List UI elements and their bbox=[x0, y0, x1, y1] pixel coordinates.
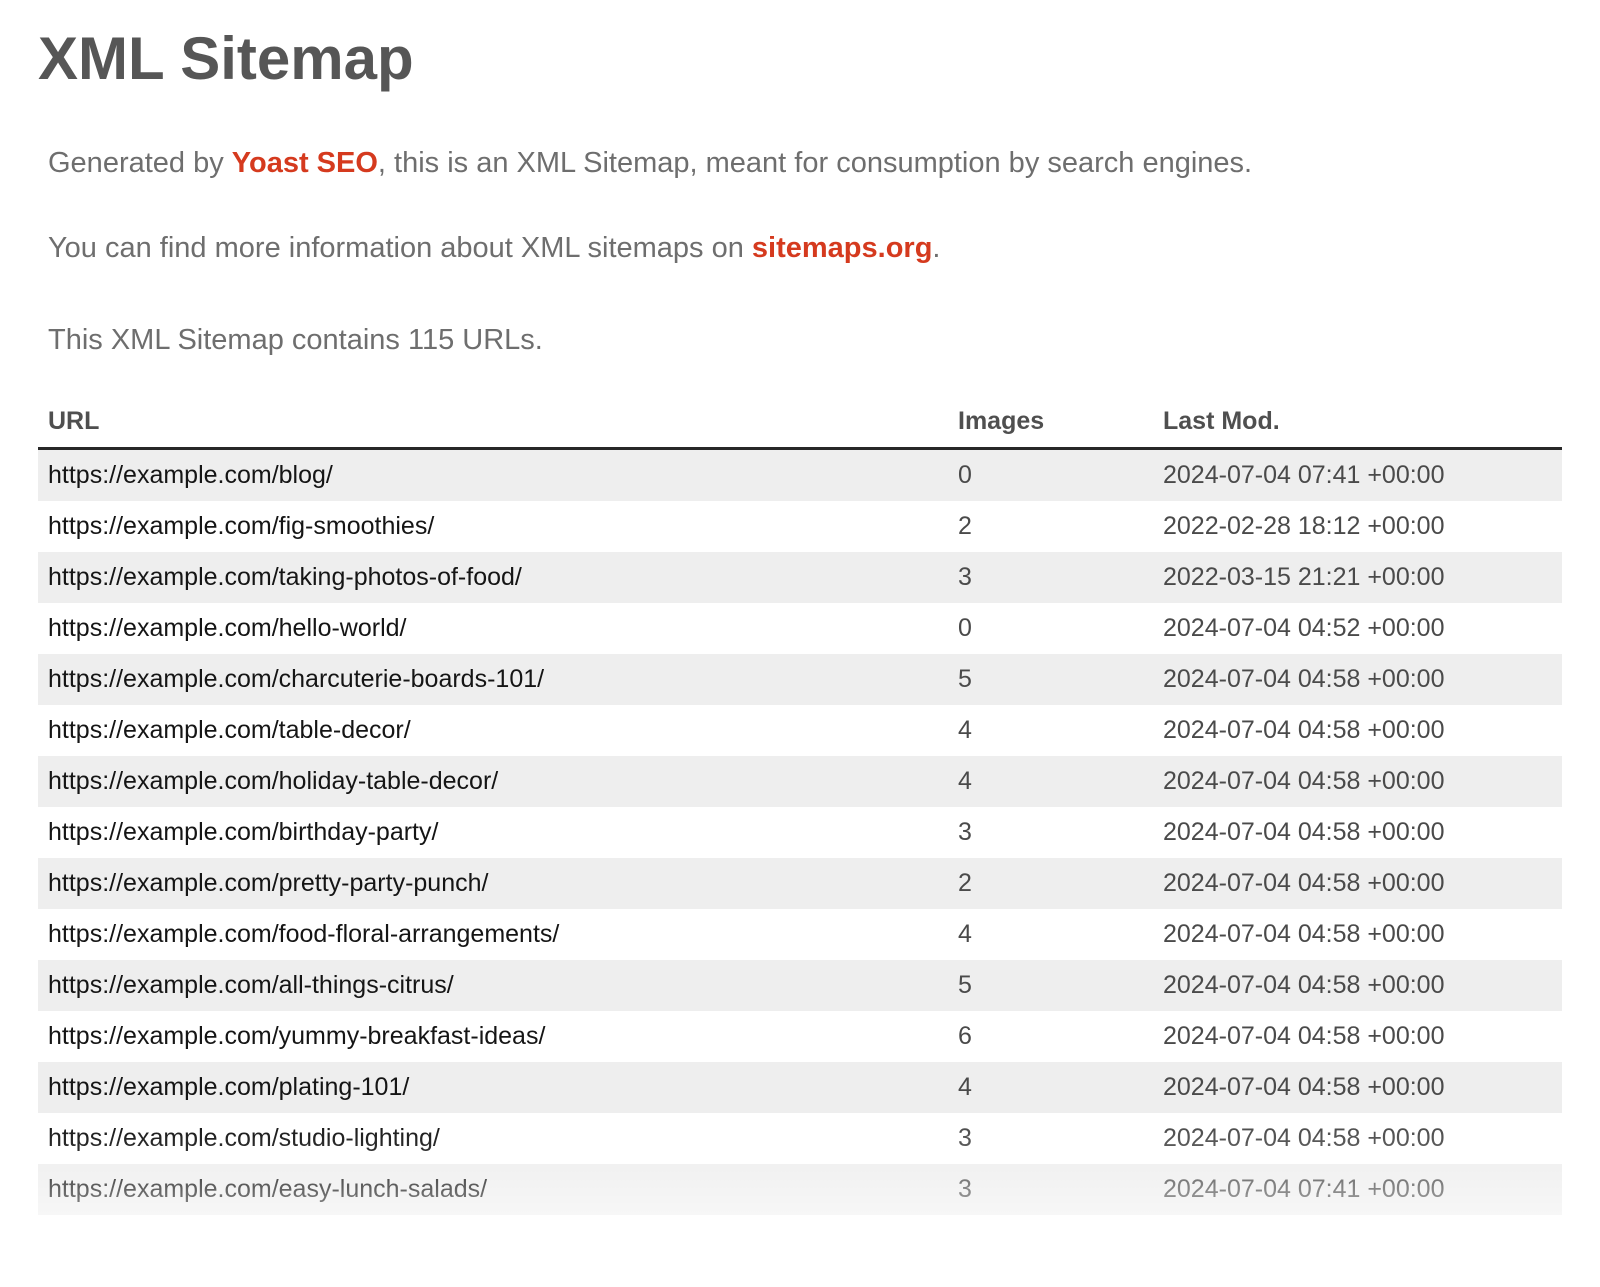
images-count-cell: 2 bbox=[958, 512, 972, 540]
images-count-cell: 2 bbox=[958, 869, 972, 897]
sitemap-table: URL Images Last Mod. https://example.com… bbox=[38, 401, 1562, 1215]
last-modified-cell: 2024-07-04 04:58 +00:00 bbox=[1163, 1022, 1445, 1050]
column-header-images: Images bbox=[948, 401, 1153, 450]
last-modified-cell: 2024-07-04 04:58 +00:00 bbox=[1163, 869, 1445, 897]
url-cell: https://example.com/hello-world/ bbox=[38, 603, 948, 654]
url-cell: https://example.com/holiday-table-decor/ bbox=[38, 756, 948, 807]
sitemap-url-link[interactable]: https://example.com/table-decor/ bbox=[48, 716, 411, 744]
table-row: https://example.com/hello-world/ 0 2024-… bbox=[38, 603, 1562, 654]
intro-paragraph: Generated by Yoast SEO, this is an XML S… bbox=[38, 146, 1562, 180]
last-modified-cell: 2024-07-04 07:41 +00:00 bbox=[1163, 461, 1445, 489]
url-cell: https://example.com/food-floral-arrangem… bbox=[38, 909, 948, 960]
images-count-cell: 3 bbox=[958, 818, 972, 846]
table-row: https://example.com/studio-lighting/ 3 2… bbox=[38, 1113, 1562, 1164]
sitemap-url-link[interactable]: https://example.com/food-floral-arrangem… bbox=[48, 920, 560, 948]
sitemap-url-link[interactable]: https://example.com/easy-lunch-salads/ bbox=[48, 1175, 488, 1203]
sitemap-url-link[interactable]: https://example.com/birthday-party/ bbox=[48, 818, 439, 846]
sitemap-url-link[interactable]: https://example.com/pretty-party-punch/ bbox=[48, 869, 489, 897]
images-count-cell: 3 bbox=[958, 1175, 972, 1203]
sitemap-url-link[interactable]: https://example.com/all-things-citrus/ bbox=[48, 971, 454, 999]
table-row: https://example.com/plating-101/ 4 2024-… bbox=[38, 1062, 1562, 1113]
images-count-cell: 3 bbox=[958, 563, 972, 591]
last-modified-cell: 2024-07-04 07:41 +00:00 bbox=[1163, 1175, 1445, 1203]
sitemap-url-link[interactable]: https://example.com/studio-lighting/ bbox=[48, 1124, 440, 1152]
last-modified-cell: 2024-07-04 04:58 +00:00 bbox=[1163, 818, 1445, 846]
url-cell: https://example.com/easy-lunch-salads/ bbox=[38, 1164, 948, 1215]
sitemap-table-body: https://example.com/blog/ 0 2024-07-04 0… bbox=[38, 448, 1562, 1215]
sitemap-url-link[interactable]: https://example.com/yummy-breakfast-idea… bbox=[48, 1022, 546, 1050]
sitemaps-org-link[interactable]: sitemaps.org bbox=[751, 232, 933, 264]
last-modified-cell: 2024-07-04 04:58 +00:00 bbox=[1163, 920, 1445, 948]
more-info-text-prefix: You can find more information about XML … bbox=[48, 232, 752, 264]
table-row: https://example.com/blog/ 0 2024-07-04 0… bbox=[38, 448, 1562, 502]
sitemap-url-link[interactable]: https://example.com/blog/ bbox=[48, 461, 333, 489]
sitemap-url-link[interactable]: https://example.com/charcuterie-boards-1… bbox=[48, 665, 545, 693]
table-row: https://example.com/holiday-table-decor/… bbox=[38, 756, 1562, 807]
last-modified-cell: 2024-07-04 04:58 +00:00 bbox=[1163, 1124, 1445, 1152]
images-count-cell: 0 bbox=[958, 614, 972, 642]
column-header-url: URL bbox=[38, 401, 948, 450]
table-row: https://example.com/food-floral-arrangem… bbox=[38, 909, 1562, 960]
table-row: https://example.com/table-decor/ 4 2024-… bbox=[38, 705, 1562, 756]
url-cell: https://example.com/plating-101/ bbox=[38, 1062, 948, 1113]
table-row: https://example.com/all-things-citrus/ 5… bbox=[38, 960, 1562, 1011]
last-modified-cell: 2024-07-04 04:58 +00:00 bbox=[1163, 1073, 1445, 1101]
yoast-seo-link[interactable]: Yoast SEO bbox=[231, 147, 378, 179]
intro-text-prefix: Generated by bbox=[48, 147, 232, 179]
images-count-cell: 5 bbox=[958, 665, 972, 693]
images-count-cell: 5 bbox=[958, 971, 972, 999]
images-count-cell: 4 bbox=[958, 920, 972, 948]
url-cell: https://example.com/table-decor/ bbox=[38, 705, 948, 756]
sitemap-url-link[interactable]: https://example.com/fig-smoothies/ bbox=[48, 512, 435, 540]
url-cell: https://example.com/yummy-breakfast-idea… bbox=[38, 1011, 948, 1062]
table-row: https://example.com/easy-lunch-salads/ 3… bbox=[38, 1164, 1562, 1215]
sitemap-url-link[interactable]: https://example.com/plating-101/ bbox=[48, 1073, 410, 1101]
url-cell: https://example.com/fig-smoothies/ bbox=[38, 501, 948, 552]
url-cell: https://example.com/taking-photos-of-foo… bbox=[38, 552, 948, 603]
images-count-cell: 0 bbox=[958, 461, 972, 489]
url-cell: https://example.com/studio-lighting/ bbox=[38, 1113, 948, 1164]
last-modified-cell: 2022-02-28 18:12 +00:00 bbox=[1163, 512, 1445, 540]
header-row: URL Images Last Mod. bbox=[38, 401, 1562, 450]
images-count-cell: 4 bbox=[958, 767, 972, 795]
last-modified-cell: 2024-07-04 04:58 +00:00 bbox=[1163, 665, 1445, 693]
table-row: https://example.com/charcuterie-boards-1… bbox=[38, 654, 1562, 705]
images-count-cell: 6 bbox=[958, 1022, 972, 1050]
url-count-text: This XML Sitemap contains 115 URLs. bbox=[48, 324, 543, 356]
last-modified-cell: 2022-03-15 21:21 +00:00 bbox=[1163, 563, 1445, 591]
sitemap-table-head: URL Images Last Mod. bbox=[38, 401, 1562, 450]
column-header-last-mod: Last Mod. bbox=[1153, 401, 1562, 450]
intro-text-suffix: , this is an XML Sitemap, meant for cons… bbox=[377, 147, 1253, 179]
last-modified-cell: 2024-07-04 04:58 +00:00 bbox=[1163, 767, 1445, 795]
page-title: XML Sitemap bbox=[38, 25, 414, 92]
last-modified-cell: 2024-07-04 04:58 +00:00 bbox=[1163, 971, 1445, 999]
images-count-cell: 4 bbox=[958, 716, 972, 744]
url-cell: https://example.com/charcuterie-boards-1… bbox=[38, 654, 948, 705]
url-cell: https://example.com/birthday-party/ bbox=[38, 807, 948, 858]
more-info-text-suffix: . bbox=[932, 232, 941, 264]
last-modified-cell: 2024-07-04 04:52 +00:00 bbox=[1163, 614, 1445, 642]
url-cell: https://example.com/blog/ bbox=[38, 449, 948, 502]
images-count-cell: 4 bbox=[958, 1073, 972, 1101]
table-row: https://example.com/fig-smoothies/ 2 202… bbox=[38, 501, 1562, 552]
sitemap-url-link[interactable]: https://example.com/holiday-table-decor/ bbox=[48, 767, 499, 795]
sitemap-url-link[interactable]: https://example.com/taking-photos-of-foo… bbox=[48, 563, 522, 591]
table-row: https://example.com/pretty-party-punch/ … bbox=[38, 858, 1562, 909]
url-cell: https://example.com/pretty-party-punch/ bbox=[38, 858, 948, 909]
images-count-cell: 3 bbox=[958, 1124, 972, 1152]
table-row: https://example.com/birthday-party/ 3 20… bbox=[38, 807, 1562, 858]
more-info-paragraph: You can find more information about XML … bbox=[38, 231, 1562, 265]
sitemap-url-link[interactable]: https://example.com/hello-world/ bbox=[48, 614, 407, 642]
table-row: https://example.com/taking-photos-of-foo… bbox=[38, 552, 1562, 603]
url-cell: https://example.com/all-things-citrus/ bbox=[38, 960, 948, 1011]
table-row: https://example.com/yummy-breakfast-idea… bbox=[38, 1011, 1562, 1062]
last-modified-cell: 2024-07-04 04:58 +00:00 bbox=[1163, 716, 1445, 744]
sitemap-page: XML Sitemap Generated by Yoast SEO, this… bbox=[0, 25, 1600, 1215]
